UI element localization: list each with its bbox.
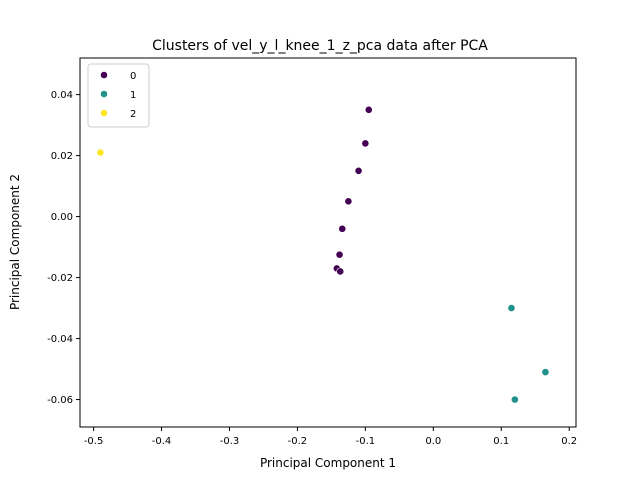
- x-tick-label: 0.1: [493, 436, 509, 447]
- chart-title: Clusters of vel_y_l_knee_1_z_pca data af…: [152, 38, 488, 54]
- scatter-point-cluster-0: [361, 139, 370, 148]
- legend-marker-2: [100, 109, 108, 117]
- y-tick-label: -0.04: [47, 334, 73, 345]
- legend-marker-1: [100, 90, 108, 98]
- scatter-point-cluster-0: [335, 250, 344, 259]
- data-points: [96, 105, 550, 404]
- y-tick-label: 0.04: [51, 90, 73, 101]
- scatter-point-cluster-0: [336, 267, 345, 276]
- scatter-point-cluster-0: [338, 224, 347, 233]
- scatter-point-cluster-0: [344, 197, 353, 206]
- scatter-point-cluster-1: [510, 395, 519, 404]
- y-tick-label: 0.02: [51, 151, 73, 162]
- x-tick-label: -0.1: [356, 436, 376, 447]
- x-tick-label: -0.2: [288, 436, 308, 447]
- y-tick-label: -0.06: [47, 395, 73, 406]
- legend: 0 1 2: [87, 63, 150, 128]
- x-tick-label: -0.4: [152, 436, 172, 447]
- x-tick-label: 0.2: [561, 436, 577, 447]
- x-tick-label: -0.3: [220, 436, 240, 447]
- scatter-point-cluster-0: [364, 105, 373, 114]
- scatter-point-cluster-2: [96, 148, 105, 157]
- x-axis-ticks: -0.5 -0.4 -0.3 -0.2 -0.1 0.0 0.1 0.2: [84, 427, 577, 447]
- legend-label-1: 1: [130, 90, 136, 101]
- scatter-point-cluster-0: [354, 166, 363, 175]
- legend-label-2: 2: [130, 109, 136, 120]
- legend-marker-0: [100, 71, 108, 79]
- plot-frame: [79, 57, 577, 428]
- y-axis-label: Principal Component 2: [8, 174, 22, 310]
- scatter-point-cluster-1: [507, 304, 516, 312]
- x-axis-label: Principal Component 1: [260, 456, 396, 470]
- x-tick-label: 0.0: [425, 436, 441, 447]
- y-axis-ticks: -0.06 -0.04 -0.02 0.00 0.02 0.04: [47, 90, 80, 406]
- legend-box: [87, 63, 150, 128]
- y-tick-label: 0.00: [51, 212, 73, 223]
- legend-label-0: 0: [130, 71, 136, 82]
- x-tick-label: -0.5: [84, 436, 104, 447]
- scatter-point-cluster-1: [541, 368, 550, 377]
- y-tick-label: -0.02: [47, 273, 73, 284]
